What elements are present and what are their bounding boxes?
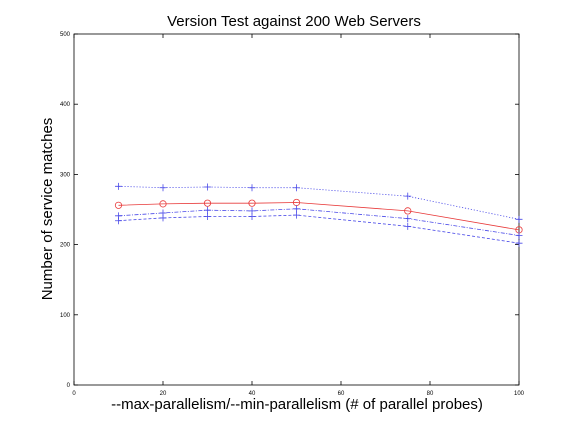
data-point-plus [404, 215, 412, 223]
y-tick-label: 0 [67, 383, 71, 389]
x-tick-label: 0 [72, 391, 76, 397]
chart-title: Version Test against 200 Web Servers [167, 13, 421, 30]
data-point-circle [203, 199, 212, 207]
data-point-circle [114, 201, 123, 209]
x-tick-label: 40 [249, 391, 256, 397]
series-3 [115, 205, 523, 239]
plot-frame [73, 33, 520, 386]
series-line [118, 202, 520, 231]
x-tick-label: 20 [160, 391, 167, 397]
data-point-plus [115, 217, 122, 225]
y-tick-label: 300 [60, 172, 71, 178]
x-tick-label: 60 [338, 391, 345, 397]
data-point-plus [159, 214, 167, 222]
data-point-plus [204, 183, 211, 191]
data-point-plus [248, 213, 256, 221]
data-point-plus [248, 184, 256, 192]
y-tick-label: 200 [60, 243, 71, 249]
series-1 [115, 182, 523, 223]
axis-ticks: 0 20 40 60 80 100 0 100 200 300 400 500 [60, 32, 525, 397]
y-tick-label: 500 [60, 32, 71, 38]
series-4 [115, 211, 523, 247]
y-tick-label: 400 [60, 102, 71, 108]
series-line [118, 208, 520, 236]
x-tick-label: 100 [514, 391, 525, 397]
series-2 [114, 198, 523, 234]
data-point-plus [404, 192, 412, 200]
data-point-circle [248, 199, 256, 207]
y-tick-label: 100 [60, 313, 71, 319]
data-point-plus [115, 182, 122, 190]
data-point-plus [293, 184, 300, 192]
y-axis-label: Number of service matches [39, 118, 56, 301]
data-point-circle [159, 200, 167, 208]
series-layer [114, 182, 523, 247]
data-point-plus [515, 239, 523, 247]
series-line [118, 185, 520, 220]
data-point-plus [515, 215, 523, 223]
data-point-plus [293, 205, 300, 213]
data-point-plus [404, 222, 412, 230]
x-tick-label: 80 [427, 391, 434, 397]
data-point-circle [404, 207, 412, 215]
data-point-plus [204, 206, 211, 214]
data-point-plus [159, 184, 167, 192]
x-axis-label: --max-parallelism/--min-parallelism (# o… [111, 396, 483, 413]
data-point-plus [515, 231, 523, 239]
data-point-plus [293, 211, 300, 219]
data-point-plus [204, 213, 211, 221]
